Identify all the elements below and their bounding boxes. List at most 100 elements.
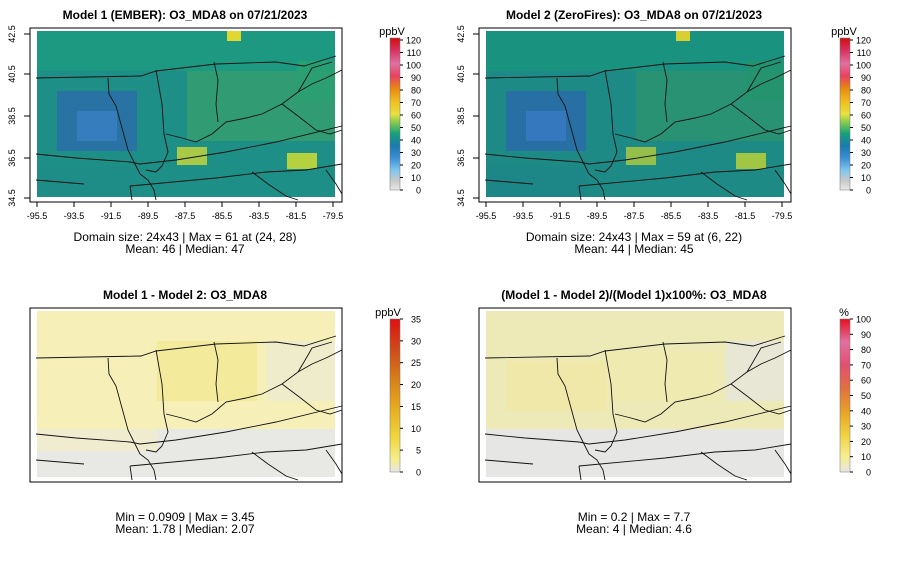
panel-model1: Model 1 (EMBER): O3_MDA8 on 07/21/2023 4…	[7, 8, 421, 256]
legend-tick-label: 60	[861, 376, 871, 386]
panel-model2: Model 2 (ZeroFires): O3_MDA8 on 07/21/20…	[456, 8, 871, 256]
legend-tick-label: 10	[861, 452, 871, 462]
stats-line-1: Domain size: 24x43 | Max = 61 at (24, 28…	[74, 230, 297, 244]
legend-tick-label: 15	[411, 402, 421, 412]
legend-tick-label: 110	[407, 48, 421, 58]
y-tick-label: 42.5	[7, 25, 17, 43]
stats-line-2: Mean: 1.78 | Median: 2.07	[115, 522, 255, 536]
legend-tick-label: 100	[406, 61, 421, 71]
legend-tick-label: 60	[411, 111, 421, 121]
legend-unit: ppbV	[831, 26, 857, 38]
legend-tick-label: 0	[416, 468, 421, 478]
legend-tick-label: 25	[411, 358, 421, 368]
legend-tick-label: 10	[411, 424, 421, 434]
panel-title: Model 1 - Model 2: O3_MDA8	[103, 288, 267, 302]
legend-tick-label: 20	[861, 161, 871, 171]
legend-tick-label: 30	[861, 148, 871, 158]
legend-tick-label: 90	[861, 330, 871, 340]
x-tick-label: -85.5	[661, 211, 682, 221]
y-tick-label: 40.5	[456, 65, 466, 83]
x-tick-label: -93.5	[64, 211, 85, 221]
color-legend: % 0 10 20 30 40 50 60 70 80 90 100	[839, 307, 871, 478]
y-axis: 42.5 40.5 38.5 36.5 34.5	[456, 25, 479, 207]
stats-line-1: Min = 0.2 | Max = 7.7	[578, 510, 691, 524]
legend-tick-label: 0	[416, 186, 421, 196]
legend-unit: ppbV	[379, 26, 405, 38]
legend-tick-label: 30	[861, 422, 871, 432]
legend-tick-label: 110	[857, 48, 871, 58]
legend-tick-label: 20	[861, 437, 871, 447]
legend-tick-label: 20	[411, 161, 421, 171]
y-tick-label: 34.5	[456, 189, 466, 207]
x-tick-label: -95.5	[476, 211, 497, 221]
stats-line-1: Domain size: 24x43 | Max = 59 at (6, 22)	[526, 230, 742, 244]
legend-tick-label: 80	[411, 86, 421, 96]
x-tick-label: -79.5	[772, 211, 793, 221]
colorbar	[389, 37, 401, 191]
panel-title: Model 2 (ZeroFires): O3_MDA8 on 07/21/20…	[506, 8, 762, 22]
legend-tick-label: 70	[411, 98, 421, 108]
legend-tick-label: 80	[861, 86, 871, 96]
color-legend: ppbV 0 10 20 30 40 50 60 70 80 90 100 110 120	[379, 26, 421, 196]
x-tick-label: -91.5	[550, 211, 571, 221]
legend-tick-label: 20	[411, 380, 421, 390]
x-tick-label: -81.5	[735, 211, 756, 221]
legend-tick-label: 70	[861, 360, 871, 370]
legend-tick-label: 120	[856, 36, 871, 46]
legend-tick-label: 90	[861, 73, 871, 83]
x-tick-label: -79.5	[323, 211, 344, 221]
x-tick-label: -93.5	[513, 211, 534, 221]
heatmap-grid	[486, 311, 784, 477]
x-axis: -95.5 -93.5 -91.5 -89.5 -87.5 -85.5 -83.5 -81.5…	[27, 202, 344, 221]
y-tick-label: 38.5	[456, 107, 466, 125]
legend-tick-label: 50	[861, 123, 871, 133]
y-tick-label: 42.5	[456, 25, 466, 43]
y-tick-label: 34.5	[7, 189, 17, 207]
x-tick-label: -81.5	[286, 211, 307, 221]
stats-line-2: Mean: 4 | Median: 4.6	[576, 522, 692, 536]
stats-line-2: Mean: 46 | Median: 47	[125, 242, 245, 256]
legend-tick-label: 40	[861, 406, 871, 416]
y-tick-label: 38.5	[7, 107, 17, 125]
legend-unit: %	[839, 307, 849, 319]
colorbar	[389, 318, 401, 473]
legend-unit: ppbV	[375, 307, 401, 319]
x-tick-label: -95.5	[27, 211, 48, 221]
heatmap-grid	[37, 31, 335, 197]
colorbar	[839, 37, 851, 191]
x-tick-label: -87.5	[624, 211, 645, 221]
heatmap-grid	[37, 311, 335, 477]
x-tick-label: -91.5	[101, 211, 122, 221]
stats-line-2: Mean: 44 | Median: 45	[574, 242, 694, 256]
legend-tick-label: 100	[856, 315, 871, 325]
legend-tick-label: 5	[416, 446, 421, 456]
legend-tick-label: 30	[411, 336, 421, 346]
panel-percent-difference: (Model 1 - Model 2)/(Model 1)x100%: O3_M…	[478, 288, 871, 536]
y-tick-label: 40.5	[7, 65, 17, 83]
x-tick-label: -85.5	[212, 211, 233, 221]
legend-tick-label: 60	[861, 111, 871, 121]
color-legend: ppbV 0 5 10 15 20 25 30 35	[375, 307, 421, 478]
y-tick-label: 36.5	[7, 149, 17, 167]
x-axis: -95.5 -93.5 -91.5 -89.5 -87.5 -85.5 -83.5 -81.5…	[476, 202, 793, 221]
legend-tick-label: 50	[411, 123, 421, 133]
panel-title: Model 1 (EMBER): O3_MDA8 on 07/21/2023	[63, 8, 308, 22]
legend-tick-label: 40	[861, 136, 871, 146]
legend-tick-label: 40	[411, 136, 421, 146]
color-legend: ppbV 0 10 20 30 40 50 60 70 80 90 100 110 120	[831, 26, 871, 196]
legend-tick-label: 80	[861, 345, 871, 355]
legend-tick-label: 0	[866, 468, 871, 478]
x-tick-label: -89.5	[138, 211, 159, 221]
legend-tick-label: 10	[861, 173, 871, 183]
panel-title: (Model 1 - Model 2)/(Model 1)x100%: O3_M…	[501, 288, 767, 302]
legend-tick-label: 90	[411, 73, 421, 83]
x-tick-label: -83.5	[249, 211, 270, 221]
x-tick-label: -89.5	[587, 211, 608, 221]
legend-tick-label: 0	[866, 186, 871, 196]
y-axis: 42.5 40.5 38.5 36.5 34.5	[7, 25, 30, 207]
legend-tick-label: 50	[861, 391, 871, 401]
panel-difference: Model 1 - Model 2: O3_MDA8 Min = 0.0909 …	[29, 288, 421, 536]
x-tick-label: -87.5	[175, 211, 196, 221]
heatmap-grid	[486, 31, 784, 197]
